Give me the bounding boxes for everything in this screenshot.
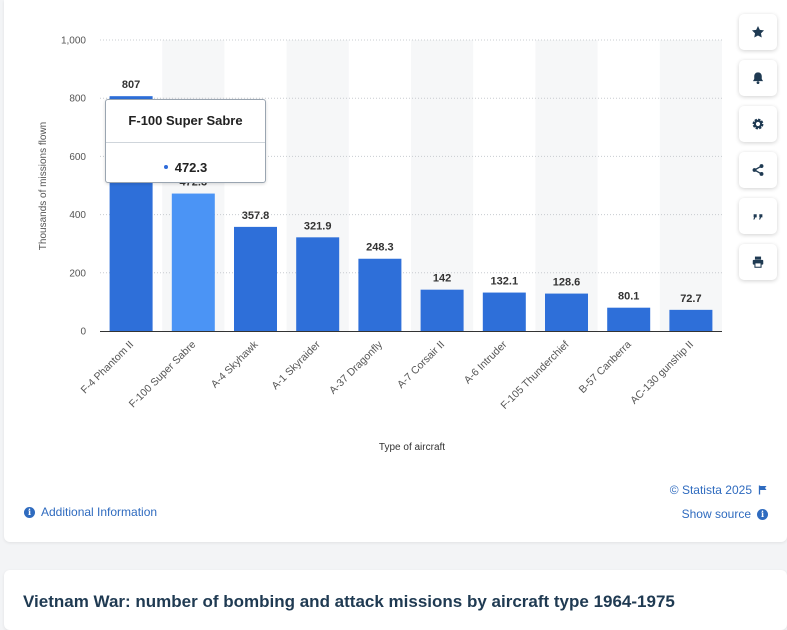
y-tick-label: 600 bbox=[69, 152, 86, 163]
x-tick-label: A-7 Corsair II bbox=[395, 339, 447, 391]
tooltip-value-row: 472.3 bbox=[106, 160, 265, 175]
tooltip-value: 472.3 bbox=[174, 160, 208, 175]
y-axis-title: Thousands of missions flown bbox=[38, 122, 49, 250]
x-tick-label: AC-130 gunship II bbox=[628, 339, 696, 407]
info-icon: i bbox=[757, 508, 768, 520]
data-label: 807 bbox=[122, 79, 140, 91]
data-label: 132.1 bbox=[491, 276, 519, 288]
data-label: 72.7 bbox=[680, 293, 701, 305]
notification-button[interactable] bbox=[739, 60, 777, 96]
bell-icon bbox=[752, 72, 764, 85]
print-button[interactable] bbox=[739, 244, 777, 280]
additional-info-text: Additional Information bbox=[41, 505, 158, 519]
copyright-link[interactable]: © Statista 2025 bbox=[670, 483, 768, 497]
y-tick-label: 800 bbox=[69, 94, 86, 105]
x-tick-label: F-105 Thunderchief bbox=[498, 339, 571, 412]
show-source-text: Show source bbox=[681, 507, 751, 521]
additional-info-link[interactable]: i Additional Information bbox=[24, 505, 157, 519]
settings-button[interactable] bbox=[739, 106, 777, 142]
quote-icon bbox=[753, 214, 763, 220]
y-tick-label: 200 bbox=[69, 268, 86, 279]
y-tick-label: 1,000 bbox=[61, 36, 86, 47]
plot-band bbox=[535, 40, 598, 331]
plot-band bbox=[659, 40, 722, 331]
x-tick-label: B-57 Canberra bbox=[577, 339, 634, 396]
bar[interactable] bbox=[545, 293, 588, 331]
bar[interactable] bbox=[358, 258, 402, 331]
data-label: 80.1 bbox=[618, 291, 639, 303]
bar[interactable] bbox=[234, 226, 277, 331]
page-title: Vietnam War: number of bombing and attac… bbox=[23, 592, 675, 611]
data-label: 142 bbox=[433, 273, 451, 285]
bar-chart: 0 200 400 600 800 1,000 807 F-4 Phantom II 472.3… bbox=[38, 36, 722, 453]
title-card: Vietnam War: number of bombing and attac… bbox=[4, 570, 787, 630]
data-label: 128.6 bbox=[553, 277, 581, 289]
bar[interactable] bbox=[482, 292, 526, 331]
x-tick-label: A-4 Skyhawk bbox=[209, 338, 261, 390]
tooltip-divider bbox=[106, 142, 265, 143]
gear-icon bbox=[752, 118, 764, 130]
chart-tooltip: F-100 Super Sabre 472.3 bbox=[105, 99, 266, 183]
share-button[interactable] bbox=[739, 152, 777, 188]
print-icon bbox=[752, 256, 764, 268]
bar[interactable] bbox=[171, 193, 215, 331]
y-tick-label: 400 bbox=[69, 210, 86, 221]
bar[interactable] bbox=[420, 289, 464, 331]
y-tick-label: 0 bbox=[80, 327, 86, 338]
share-icon bbox=[752, 164, 764, 176]
flag-icon bbox=[758, 485, 767, 495]
x-tick-label: A-1 Skyraider bbox=[269, 338, 323, 392]
bar[interactable] bbox=[296, 237, 340, 331]
data-label: 248.3 bbox=[366, 242, 394, 254]
bar[interactable] bbox=[607, 307, 651, 331]
x-tick-label: A-37 Dragonfly bbox=[327, 338, 386, 397]
data-label: 357.8 bbox=[242, 210, 270, 222]
copyright-text: © Statista 2025 bbox=[669, 483, 752, 497]
tooltip-title: F-100 Super Sabre bbox=[128, 113, 243, 128]
x-tick-label: F-100 Super Sabre bbox=[127, 339, 199, 411]
data-label: 321.9 bbox=[304, 220, 332, 232]
x-tick-label: F-4 Phantom II bbox=[79, 339, 137, 397]
x-axis-title: Type of aircraft bbox=[379, 442, 445, 453]
show-source-link[interactable]: Show source i bbox=[682, 507, 768, 521]
cite-button[interactable] bbox=[739, 198, 777, 234]
series-dot-icon bbox=[163, 164, 168, 169]
favorite-button[interactable] bbox=[739, 14, 777, 50]
bar[interactable] bbox=[669, 309, 713, 331]
x-tick-label: A-6 Intruder bbox=[462, 338, 510, 386]
plot-band bbox=[411, 40, 474, 331]
info-icon: i bbox=[24, 506, 35, 518]
star-icon bbox=[751, 26, 765, 38]
